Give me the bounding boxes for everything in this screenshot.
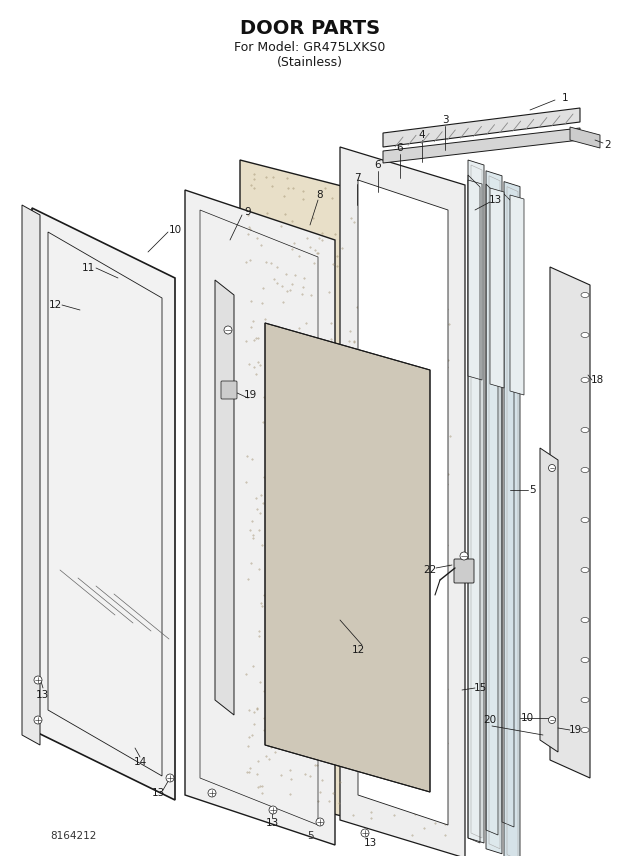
Polygon shape: [32, 208, 175, 800]
Polygon shape: [383, 128, 580, 163]
Circle shape: [224, 326, 232, 334]
Circle shape: [549, 716, 556, 723]
Polygon shape: [468, 180, 482, 380]
Circle shape: [166, 774, 174, 782]
Text: 1: 1: [562, 93, 569, 103]
Circle shape: [549, 465, 556, 472]
Text: For Model: GR475LXKS0: For Model: GR475LXKS0: [234, 40, 386, 54]
Ellipse shape: [581, 332, 589, 337]
Polygon shape: [383, 108, 580, 147]
Polygon shape: [240, 160, 455, 845]
Circle shape: [208, 789, 216, 797]
Text: 3: 3: [441, 115, 448, 125]
Polygon shape: [570, 127, 600, 148]
Circle shape: [269, 806, 277, 814]
Ellipse shape: [581, 467, 589, 473]
Text: 4: 4: [418, 130, 425, 140]
Circle shape: [316, 818, 324, 826]
Text: 6: 6: [374, 160, 381, 170]
Circle shape: [34, 716, 42, 724]
Text: 22: 22: [423, 565, 436, 575]
Text: 6: 6: [397, 143, 404, 153]
Text: 13: 13: [265, 818, 278, 828]
Polygon shape: [486, 171, 502, 853]
Polygon shape: [185, 190, 335, 845]
Text: 12: 12: [48, 300, 61, 310]
Polygon shape: [468, 160, 484, 843]
FancyBboxPatch shape: [454, 559, 474, 583]
Text: 19: 19: [244, 390, 257, 400]
Polygon shape: [540, 448, 558, 752]
Ellipse shape: [581, 657, 589, 663]
Polygon shape: [550, 267, 590, 778]
Polygon shape: [490, 188, 504, 388]
Ellipse shape: [581, 698, 589, 703]
Circle shape: [34, 676, 42, 684]
Ellipse shape: [581, 518, 589, 522]
Text: DOOR PARTS: DOOR PARTS: [240, 19, 380, 38]
Text: 19: 19: [569, 725, 582, 735]
Ellipse shape: [581, 293, 589, 298]
Text: 15: 15: [474, 683, 487, 693]
Text: 20: 20: [484, 715, 497, 725]
Text: 9: 9: [245, 207, 251, 217]
Ellipse shape: [581, 617, 589, 622]
Circle shape: [361, 829, 369, 837]
Text: 8164212: 8164212: [50, 831, 96, 841]
Text: 12: 12: [352, 645, 365, 655]
Text: 5: 5: [307, 831, 313, 841]
Text: 13: 13: [363, 838, 376, 848]
Text: 5: 5: [529, 485, 536, 495]
Ellipse shape: [581, 568, 589, 573]
Ellipse shape: [581, 728, 589, 733]
Polygon shape: [22, 205, 40, 745]
Text: 10: 10: [169, 225, 182, 235]
Polygon shape: [510, 195, 524, 395]
FancyBboxPatch shape: [221, 381, 237, 399]
Ellipse shape: [581, 377, 589, 383]
Text: 10: 10: [520, 713, 534, 723]
Text: 7: 7: [353, 173, 360, 183]
Text: 13: 13: [151, 788, 165, 798]
Polygon shape: [504, 181, 520, 856]
Text: 11: 11: [81, 263, 95, 273]
Circle shape: [460, 552, 468, 560]
Ellipse shape: [581, 427, 589, 432]
Circle shape: [224, 386, 232, 394]
Text: 18: 18: [590, 375, 604, 385]
Text: 13: 13: [35, 690, 48, 700]
Text: eReplacementParts.com: eReplacementParts.com: [234, 494, 386, 507]
Polygon shape: [265, 323, 430, 792]
Text: (Stainless): (Stainless): [277, 56, 343, 68]
Text: 2: 2: [604, 140, 611, 150]
Polygon shape: [340, 147, 465, 856]
Text: 13: 13: [489, 195, 502, 205]
Polygon shape: [215, 280, 234, 715]
Text: 8: 8: [317, 190, 323, 200]
Text: 14: 14: [133, 757, 146, 767]
Polygon shape: [358, 180, 448, 825]
